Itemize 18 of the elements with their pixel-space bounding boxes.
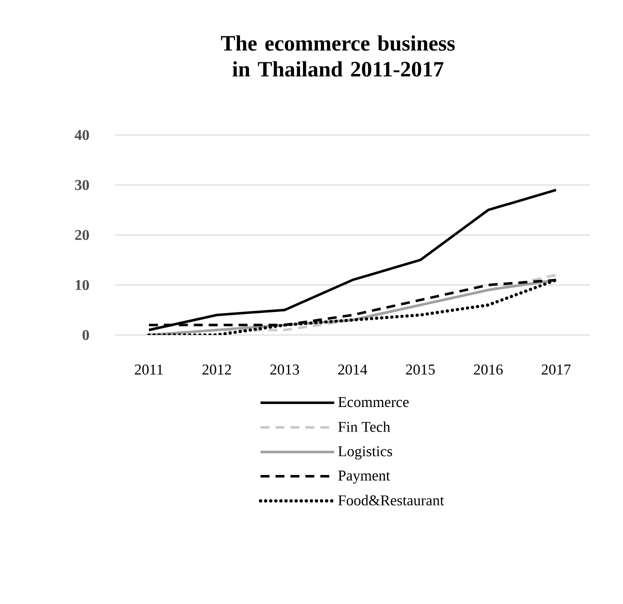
y-tick-label: 30 — [75, 180, 89, 190]
y-tick-label: 40 — [74, 130, 89, 140]
legend-label: Logistics — [338, 446, 392, 460]
x-tick-label: 2017 — [542, 364, 571, 375]
x-tick-label: 2014 — [338, 364, 368, 375]
x-tick-label: 2015 — [406, 364, 435, 375]
y-tick-label: 20 — [75, 230, 89, 240]
legend-label: Food&Restaurant — [338, 494, 444, 506]
x-tick-label: 2013 — [270, 364, 300, 375]
legend-label: Ecommerce — [338, 397, 409, 408]
x-tick-label: 2011 — [134, 364, 163, 375]
x-tick-label: 2012 — [202, 364, 231, 375]
x-tick-label: 2016 — [474, 364, 503, 375]
y-tick-label: 10 — [76, 280, 89, 290]
legend-label: Fin Tech — [338, 421, 390, 432]
chart-title: The ecommerce business in Thailand 2011-2017 — [221, 35, 455, 77]
y-tick-label: 0 — [82, 330, 89, 340]
legend-label: Payment — [338, 470, 390, 484]
